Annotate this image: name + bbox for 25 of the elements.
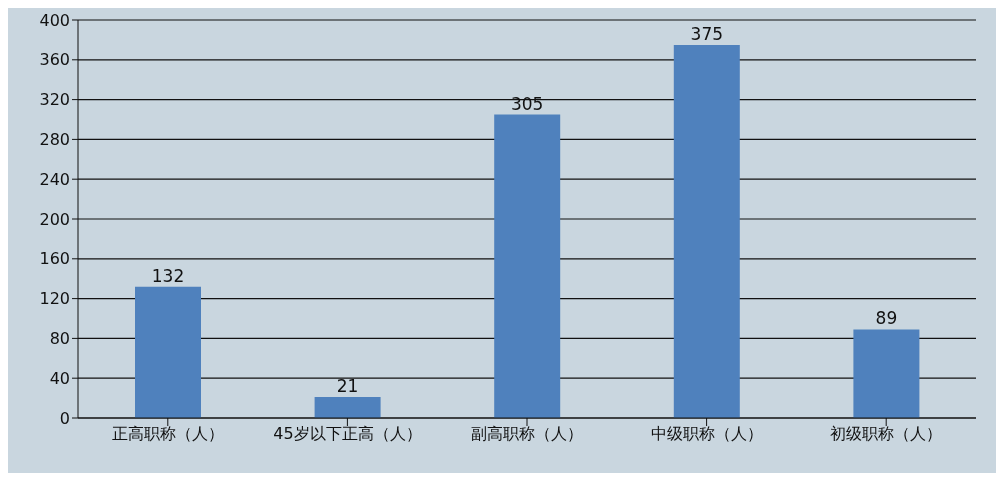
data-label: 375	[690, 23, 724, 44]
y-tick-label: 200	[39, 209, 70, 229]
x-tick-label: 45岁以下正高（人）	[273, 424, 422, 444]
x-tick-label: 副高职称（人）	[471, 424, 583, 444]
bar	[673, 44, 740, 418]
y-tick-label: 40	[49, 368, 70, 388]
y-tick-label: 120	[39, 289, 70, 309]
bar	[853, 329, 920, 418]
x-tick-label: 初级职称（人）	[830, 424, 943, 444]
bar	[494, 114, 561, 418]
bar	[314, 397, 381, 418]
x-tick-label: 中级职称（人）	[650, 424, 763, 444]
y-tick-label: 280	[39, 130, 70, 150]
y-tick-label: 400	[39, 10, 70, 30]
bar	[135, 286, 201, 418]
data-label: 132	[151, 265, 185, 286]
y-tick-label: 160	[39, 249, 70, 269]
y-tick-label: 0	[59, 408, 70, 428]
x-tick-label: 正高职称（人）	[111, 424, 224, 444]
y-tick-label: 320	[39, 90, 70, 110]
data-label: 89	[875, 308, 898, 329]
data-label: 21	[336, 376, 359, 397]
y-tick-label: 240	[39, 169, 70, 189]
y-tick-label: 80	[49, 329, 70, 349]
y-tick-label: 360	[39, 50, 70, 70]
